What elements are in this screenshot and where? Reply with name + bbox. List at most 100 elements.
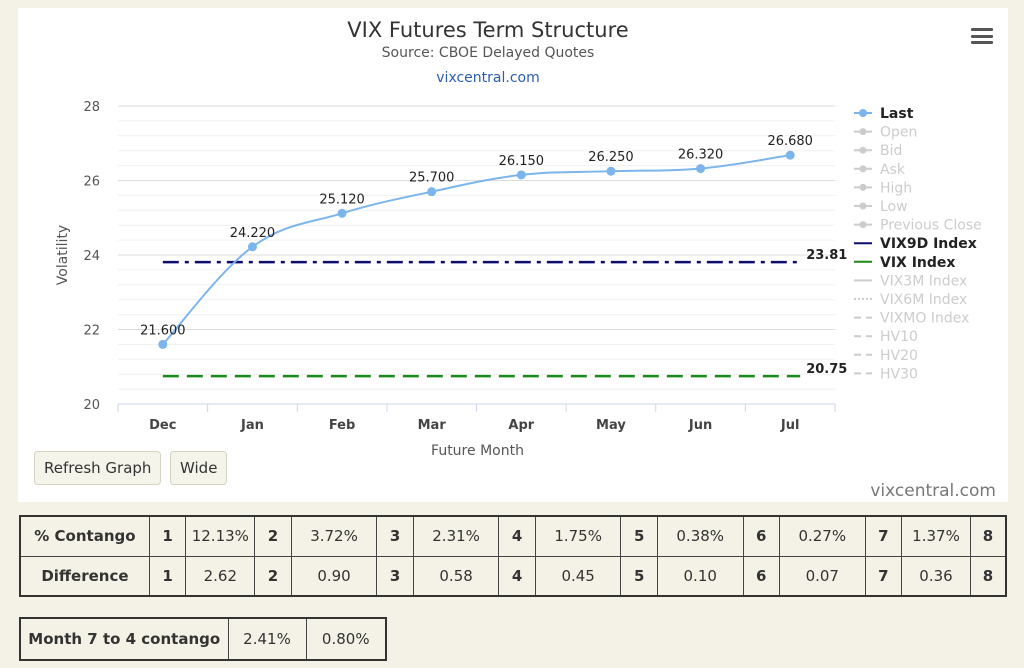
difference-index-7: 7 (864, 555, 903, 597)
last-data-label: 26.250 (588, 150, 634, 165)
x-tick-label: May (596, 418, 626, 433)
last-data-label: 26.320 (678, 148, 724, 163)
x-tick-label: Jun (688, 418, 712, 433)
difference-value-1: 2.62 (185, 555, 256, 597)
chart-credit: vixcentral.com (870, 481, 996, 501)
term-structure-chart: VIX Futures Term Structure Source: CBOE D… (55, 18, 982, 459)
last-point-may (606, 166, 616, 176)
x-tick-label: Apr (508, 418, 534, 433)
difference-index-4: 4 (498, 555, 536, 597)
legend-item-high[interactable]: High (880, 180, 912, 196)
last-data-label: 26.150 (499, 154, 545, 169)
difference-index-3: 3 (376, 555, 414, 597)
contango-index-1: 1 (148, 515, 187, 557)
last-point-jul (785, 150, 795, 160)
last-point-dec (158, 339, 168, 349)
ratio-row: Month 7 to 4 contango 2.41% 0.80% (19, 617, 387, 661)
last-point-jun (696, 164, 706, 174)
difference-index-5: 5 (620, 555, 658, 597)
legend-item-vix3m-index[interactable]: VIX3M Index (880, 273, 967, 289)
contango-table: % Contango 1 12.13% 2 3.72% 3 2.31% 4 1.75% 5 0.3… (19, 515, 1007, 597)
menu-icon[interactable] (971, 28, 993, 44)
last-point-jan (247, 242, 257, 252)
legend-item-low[interactable]: Low (880, 199, 908, 215)
difference-index-6: 6 (742, 555, 781, 597)
difference-index-8: 8 (969, 555, 1007, 597)
legend-symbol-marker (859, 109, 867, 117)
contango-index-5: 5 (620, 515, 658, 557)
contango-value-3: 2.31% (412, 515, 500, 557)
y-tick-label: 24 (83, 249, 100, 264)
legend-item-vix-index[interactable]: VIX Index (880, 255, 955, 271)
contango-value-5: 0.38% (656, 515, 744, 557)
last-point-feb (337, 208, 347, 218)
legend-item-vixmo-index[interactable]: VIXMO Index (880, 311, 969, 327)
legend-item-open[interactable]: Open (880, 125, 917, 141)
last-data-label: 25.120 (319, 192, 365, 207)
x-tick-label: Mar (418, 418, 447, 433)
difference-value-5: 0.10 (656, 555, 744, 597)
difference-value-6: 0.07 (779, 555, 866, 597)
chart-panel: VIX Futures Term Structure Source: CBOE D… (18, 8, 1008, 502)
legend-item-vix6m-index[interactable]: VIX6M Index (880, 292, 967, 308)
contango-label: % Contango (19, 515, 150, 557)
y-tick-label: 28 (83, 100, 100, 115)
y-tick-label: 26 (83, 175, 100, 190)
contango-value-1: 12.13% (185, 515, 256, 557)
last-series-line (162, 154, 791, 346)
difference-index-1: 1 (148, 555, 187, 597)
legend-item-ask[interactable]: Ask (880, 162, 906, 178)
legend-item-hv30[interactable]: HV30 (880, 366, 918, 382)
legend-symbol-marker (859, 202, 867, 210)
contango-index-8: 8 (969, 515, 1007, 557)
x-tick-label: Dec (149, 418, 176, 433)
legend-item-previous-close[interactable]: Previous Close (880, 218, 982, 234)
contango-index-6: 6 (742, 515, 781, 557)
month-ratio-table: Month 7 to 4 contango 2.41% 0.80% (19, 617, 387, 661)
contango-index-4: 4 (498, 515, 536, 557)
contango-row: % Contango 1 12.13% 2 3.72% 3 2.31% 4 1.75% 5 0.3… (19, 515, 1007, 557)
last-data-label: 24.220 (230, 226, 276, 241)
legend-item-hv20[interactable]: HV20 (880, 348, 918, 364)
vix-value-label: 20.75 (806, 362, 847, 377)
last-data-label: 25.700 (409, 171, 455, 186)
wide-button[interactable]: Wide (170, 451, 228, 485)
contango-index-2: 2 (254, 515, 292, 557)
refresh-graph-button[interactable]: Refresh Graph (34, 451, 162, 485)
y-tick-label: 20 (83, 398, 100, 413)
legend-item-bid[interactable]: Bid (880, 143, 902, 159)
contango-value-7: 1.37% (901, 515, 971, 557)
y-axis-label: Volatility (55, 225, 71, 285)
chart-link[interactable]: vixcentral.com (436, 70, 539, 86)
x-tick-label: Feb (329, 418, 355, 433)
difference-row: Difference 1 2.62 2 0.90 3 0.58 4 0.45 5 0.10 6 0.0… (19, 555, 1007, 597)
difference-value-3: 0.58 (412, 555, 500, 597)
legend-symbol-marker (859, 165, 867, 173)
legend-item-hv10[interactable]: HV10 (880, 329, 918, 345)
last-point-mar (427, 187, 437, 197)
ratio-label: Month 7 to 4 contango (19, 617, 229, 661)
legend-item-vix9d-index[interactable]: VIX9D Index (880, 236, 977, 252)
contango-value-6: 0.27% (779, 515, 866, 557)
legend-item-last[interactable]: Last (880, 106, 914, 122)
x-tick-label: Jul (780, 418, 800, 433)
contango-value-4: 1.75% (534, 515, 622, 557)
legend-symbol-marker (859, 221, 867, 229)
last-point-apr (516, 170, 526, 180)
chart-title: VIX Futures Term Structure (347, 18, 628, 42)
ratio-value-1: 2.41% (227, 617, 307, 661)
difference-index-2: 2 (254, 555, 292, 597)
legend-symbol-marker (859, 128, 867, 136)
difference-value-4: 0.45 (534, 555, 622, 597)
x-tick-label: Jan (240, 418, 264, 433)
last-data-label: 21.600 (140, 323, 186, 338)
y-tick-label: 22 (83, 324, 100, 339)
contango-index-3: 3 (376, 515, 414, 557)
difference-label: Difference (19, 555, 150, 597)
vix9d-value-label: 23.81 (806, 248, 847, 263)
chart-subtitle: Source: CBOE Delayed Quotes (382, 45, 595, 61)
last-data-label: 26.680 (767, 134, 813, 149)
difference-value-7: 0.36 (901, 555, 971, 597)
legend-symbol-marker (859, 146, 867, 154)
difference-value-2: 0.90 (290, 555, 378, 597)
